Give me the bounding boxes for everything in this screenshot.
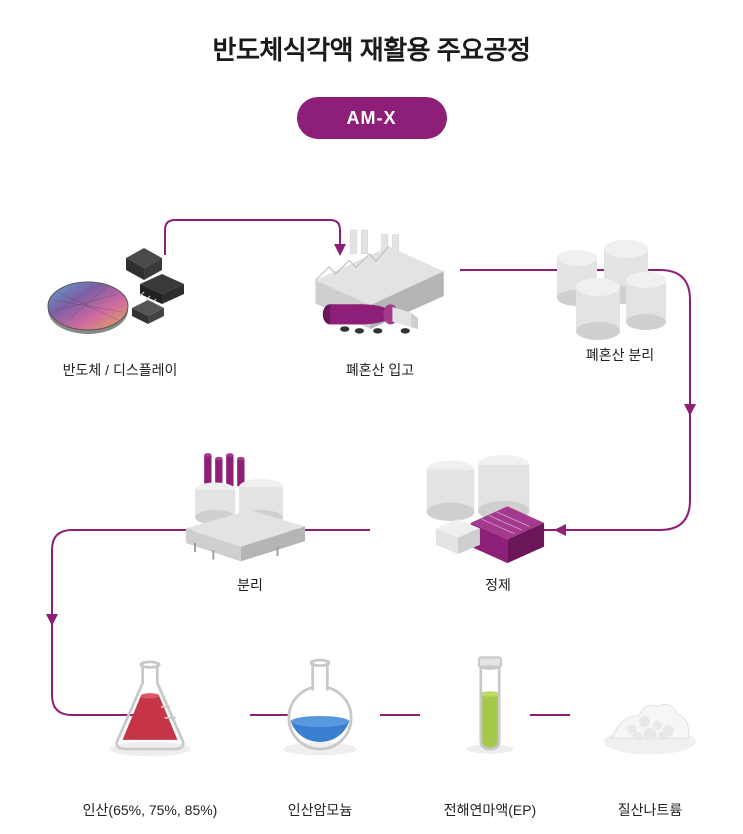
product-nitrate-icon [590,650,710,760]
stage-separation1-icon [542,240,682,350]
stage-semiconductor-icon [48,240,188,350]
stage-separation1-label: 폐혼산 분리 [540,345,700,365]
product-ep-icon [430,650,550,760]
stage-refine-label: 정제 [418,575,578,595]
product-phosphoric-icon [90,650,210,760]
stage-semiconductor-label: 반도체 / 디스플레이 [40,360,200,380]
product-badge: AM-X [297,97,447,139]
product-ammonium-label: 인산암모늄 [240,800,400,820]
product-phosphoric-label: 인산(65%, 75%, 85%) [60,800,240,820]
stage-intake-icon [290,230,460,340]
product-nitrate-label: 질산나트륨 [570,800,730,820]
stage-separation2-label: 분리 [170,575,330,595]
stage-refine-icon [420,455,560,565]
stage-intake-label: 폐혼산 입고 [300,360,460,380]
stage-separation2-icon [180,455,320,565]
product-ep-label: 전해연마액(EP) [410,800,570,820]
product-ammonium-icon [260,650,380,760]
page-title: 반도체식각액 재활용 주요공정 [0,0,743,67]
